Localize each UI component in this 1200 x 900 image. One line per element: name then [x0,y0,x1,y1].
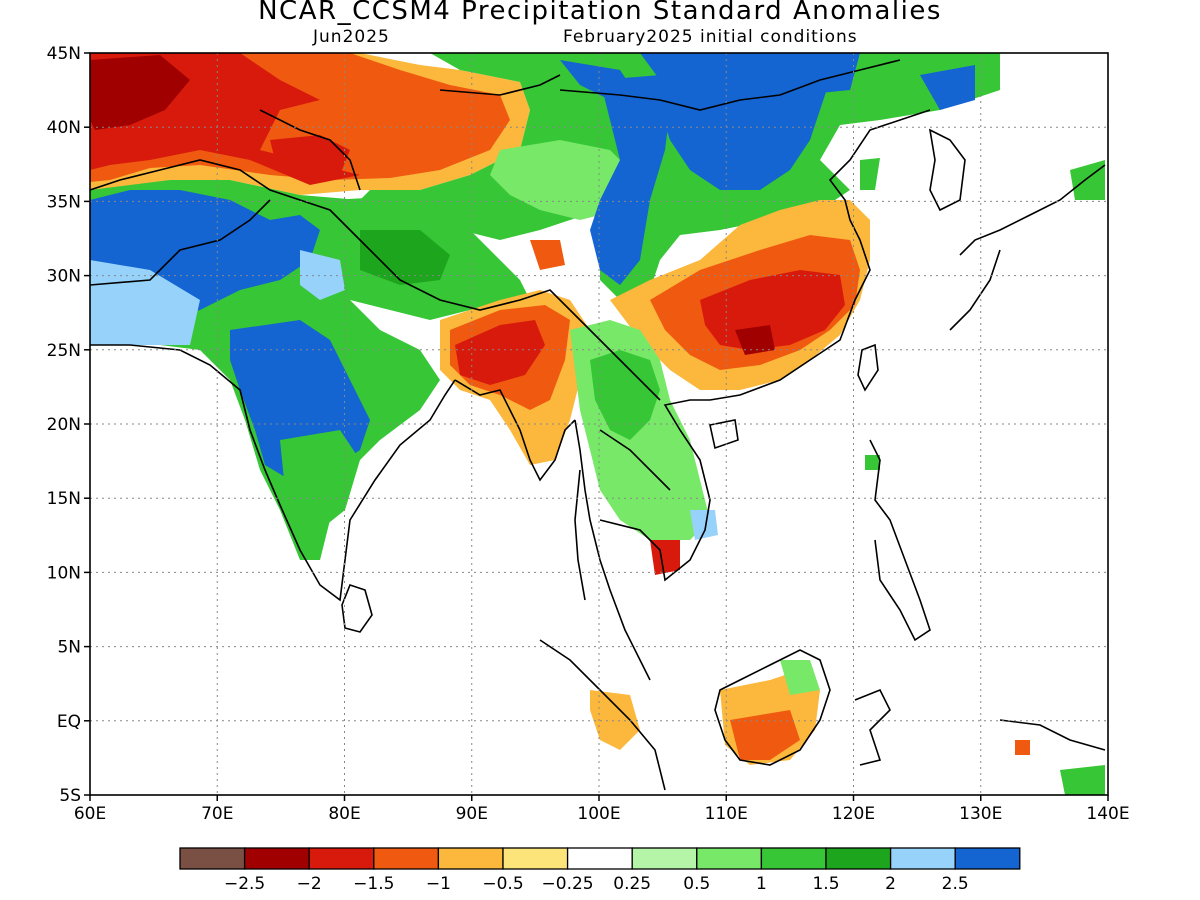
colorbar-swatch [566,847,633,870]
colorbar-swatch [179,847,246,870]
colorbar-label: 1 [756,874,767,894]
lat-tick-label: 10N [47,563,81,583]
lon-tick-label: 130E [959,804,1002,824]
colorbar-label: −2 [297,874,322,894]
colorbar-swatch [308,847,375,870]
lat-tick-label: 20N [47,415,81,435]
colorbar-label: −2.5 [224,874,265,894]
lat-tick-label: 45N [47,44,81,64]
lon-tick-label: 140E [1086,804,1129,824]
lat-tick-label: 35N [47,192,81,212]
lat-axis-labels: 45N 40N 35N 30N 25N 20N 15N 10N 5N EQ 5S [47,44,90,806]
lon-tick-label: 80E [328,804,360,824]
colorbar-swatch [631,847,698,870]
lon-tick-label: 90E [456,804,488,824]
colorbar-labels: −2.5 −2 −1.5 −1 −0.5 −0.25 0.25 0.5 1 1.5 2 2.5 [224,874,969,894]
lat-tick-label: EQ [57,712,81,732]
lon-tick-label: 100E [577,804,620,824]
map-title: NCAR_CCSM4 Precipitation Standard Anomal… [258,0,942,26]
lon-tick-label: 110E [705,804,748,824]
lat-tick-label: 5N [57,638,81,658]
lon-tick-label: 70E [201,804,233,824]
colorbar-swatch [954,847,1021,870]
colorbar-swatch [696,847,763,870]
colorbar-swatch [373,847,440,870]
colorbar-swatch [825,847,892,870]
colorbar-swatch [243,847,310,870]
colorbar-label: 2 [885,874,896,894]
colorbar-swatch [502,847,569,870]
colorbar-swatch [889,847,956,870]
anomaly-field [90,53,1108,795]
initial-conditions: February2025 initial conditions [563,27,858,47]
lat-tick-label: 30N [47,267,81,287]
lat-tick-label: 5S [59,786,81,806]
lat-lon-gridlines [90,53,1108,795]
colorbar-label: −0.25 [542,874,594,894]
colorbar-label: 2.5 [942,874,969,894]
lon-tick-label: 60E [74,804,106,824]
lat-tick-label: 25N [47,341,81,361]
colorbar-label: 0.5 [683,874,710,894]
colorbar-swatch [437,847,504,870]
colorbar [179,847,1021,870]
lon-tick-label: 120E [832,804,875,824]
coastlines-and-borders [90,59,1106,791]
colorbar-label: −1 [426,874,451,894]
forecast-month: Jun2025 [313,27,390,47]
colorbar-label: 1.5 [812,874,839,894]
lon-axis-labels: 60E 70E 80E 90E 100E 110E 120E 130E 140E [74,795,1130,824]
precip-anomaly-shading [90,53,1105,795]
colorbar-label: −1.5 [353,874,394,894]
colorbar-label: 0.25 [613,874,651,894]
colorbar-label: −0.5 [482,874,523,894]
lat-tick-label: 15N [47,489,81,509]
lat-tick-label: 40N [47,118,81,138]
colorbar-swatch [760,847,827,870]
